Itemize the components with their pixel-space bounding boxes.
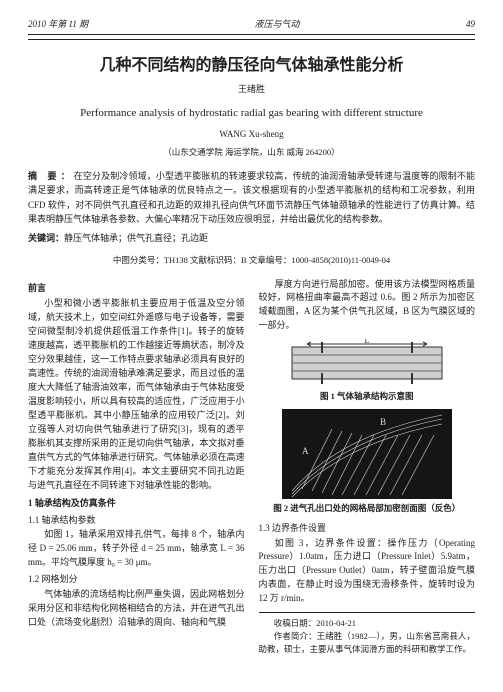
left-column: 前言 小型和微小透平膨胀机主要应用于低温及空分领域，航天技术上，如空间红外遥感与… — [28, 278, 245, 656]
para-1-2: 气体轴承的流场结构比例严重失调，因此网格划分采用分区和非结构化网格相结合的方法，… — [28, 588, 245, 630]
heading-1-2: 1.2 网格划分 — [28, 573, 245, 587]
classification-line: 中图分类号：TH138 文献标识码：B 文章编号：1000-4858(2010)… — [28, 254, 475, 267]
footnote-author: 作者简介：王绪胜（1982—），男，山东省莒南县人，助教，硕士，主要从事气体润滑… — [259, 630, 476, 656]
heading-1-3: 1.3 边界条件设置 — [259, 522, 476, 536]
author-cn: 王绪胜 — [28, 83, 475, 97]
title-en: Performance analysis of hydrostatic radi… — [28, 105, 475, 122]
abstract: 摘 要：在空分及制冷领域，小型透平膨胀机的转速要求较高，传统的油润滑轴承受转速与… — [28, 169, 475, 227]
footnote: 收稿日期：2010-04-21 作者简介：王绪胜（1982—），男，山东省莒南县… — [259, 617, 476, 655]
heading-1: 1 轴承结构及仿真条件 — [28, 497, 245, 511]
figure-1-label-L: L — [364, 339, 369, 345]
para-1-1: 如图 1，轴承采用双排孔供气，每排 8 个，轴承内径 D = 25.06 mm，… — [28, 528, 245, 570]
heading-preface: 前言 — [28, 282, 245, 296]
para-1-3: 如图 3，边界条件设置：操作压力（Operating Pressure）1.0a… — [259, 537, 476, 607]
right-column: 厚度方向进行局部加密。使用该方法模型网格质量较好，网格扭曲率最高不超过 0.6。… — [259, 278, 476, 656]
header-right: 49 — [466, 18, 475, 32]
header-center: 液压与气动 — [255, 18, 300, 32]
abstract-label: 摘 要： — [28, 171, 74, 181]
figure-2-label-A: A — [302, 446, 309, 456]
figure-1: L 图 1 气体轴承结构示意图 — [259, 339, 476, 403]
right-para-1: 厚度方向进行局部加密。使用该方法模型网格质量较好，网格扭曲率最高不超过 0.6。… — [259, 278, 476, 334]
header-left: 2010 年第 11 期 — [28, 18, 88, 32]
footnote-rule — [259, 612, 476, 613]
keywords-label: 关键词： — [28, 233, 64, 243]
preface-para: 小型和微小透平膨胀机主要应用于低温及空分领域，航天技术上，如空间红外遥感与电子设… — [28, 297, 245, 492]
keywords: 关键词：静压气体轴承；供气孔直径；孔边距 — [28, 232, 475, 246]
footnote-date: 收稿日期：2010-04-21 — [259, 617, 476, 630]
author-en: WANG Xu-sheng — [28, 128, 475, 142]
abstract-text: 在空分及制冷领域，小型透平膨胀机的转速要求较高，传统的油润滑轴承受转速与温度等的… — [28, 171, 475, 224]
page: 2010 年第 11 期 液压与气动 49 几种不同结构的静压径向气体轴承性能分… — [0, 0, 503, 669]
figure-1-caption: 图 1 气体轴承结构示意图 — [259, 390, 476, 403]
running-header: 2010 年第 11 期 液压与气动 49 — [28, 18, 475, 35]
figure-2-label-B: B — [380, 417, 386, 427]
figure-2-caption: 图 2 进气孔出口处的网格局部加密剖面图（反色） — [259, 502, 476, 515]
figure-2: B A 图 2 进气孔出口处的网格局部加密剖面图（反色） — [259, 409, 476, 515]
header-rule — [28, 37, 475, 40]
title-cn: 几种不同结构的静压径向气体轴承性能分析 — [28, 54, 475, 79]
affiliation: （山东交通学院 海运学院，山东 威海 264200） — [28, 146, 475, 159]
heading-1-1: 1.1 轴承结构参数 — [28, 514, 245, 528]
keywords-text: 静压气体轴承；供气孔直径；孔边距 — [64, 233, 208, 243]
columns: 前言 小型和微小透平膨胀机主要应用于低温及空分领域，航天技术上，如空间红外遥感与… — [28, 278, 475, 656]
